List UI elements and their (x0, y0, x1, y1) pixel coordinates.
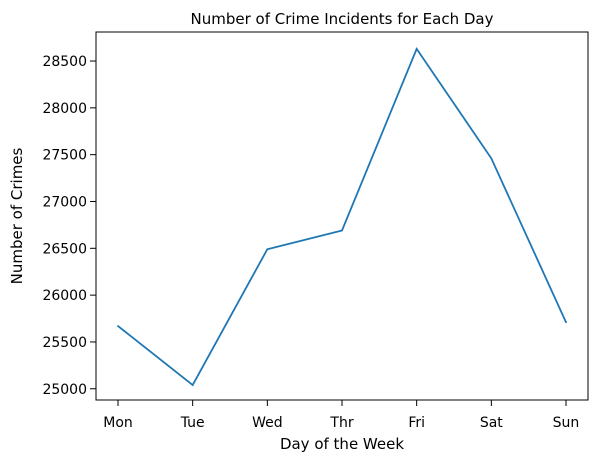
data-point-fri (415, 47, 418, 50)
x-axis-ticks: Mon Tue Wed Thr Fri Sat Sun (103, 400, 579, 431)
data-point-wed (266, 248, 269, 251)
x-tick-label-sun: Sun (553, 415, 580, 431)
data-point-sat (490, 157, 493, 160)
data-point-mon (117, 325, 119, 327)
y-tick-label: 27000 (42, 194, 87, 210)
x-tick-label-thr: Thr (329, 415, 353, 431)
data-points (117, 47, 567, 386)
y-axis-ticks: 25000 25500 26000 26500 27000 27500 28000 28500 (42, 54, 96, 398)
y-tick-label: 25500 (42, 335, 87, 351)
y-tick-label: 28500 (42, 54, 87, 70)
y-tick-label: 27500 (42, 148, 87, 164)
x-tick-label-fri: Fri (408, 415, 425, 431)
data-point-tue (191, 384, 194, 386)
series-line (117, 46, 567, 387)
data-point-thr (341, 229, 343, 232)
y-tick-label: 28000 (42, 101, 87, 117)
chart-title: Number of Crime Incidents for Each Day (191, 10, 494, 28)
x-tick-label-mon: Mon (103, 415, 133, 431)
x-tick-label-sat: Sat (480, 415, 503, 431)
x-tick-label-tue: Tue (180, 415, 205, 431)
y-tick-label: 26000 (42, 288, 87, 304)
y-tick-label: 25000 (42, 382, 87, 398)
plot-area (95, 31, 589, 401)
y-tick-label: 26500 (42, 241, 87, 257)
x-axis-label: Day of the Week (280, 435, 404, 453)
x-tick-label-wed: Wed (252, 415, 283, 431)
y-axis-label: Number of Crimes (8, 147, 26, 284)
data-point-sun (565, 321, 567, 324)
